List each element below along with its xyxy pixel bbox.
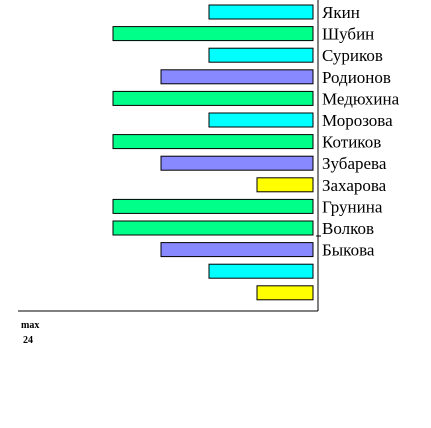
category-label-4: Медюхина — [322, 89, 400, 108]
bar-6 — [112, 134, 314, 150]
category-label-1: Шубин — [322, 25, 374, 44]
max-value: 24 — [23, 335, 33, 346]
bar-7 — [160, 155, 314, 171]
category-label-0: Якин — [322, 3, 360, 22]
bar-13 — [256, 285, 314, 301]
bar-8 — [256, 177, 314, 193]
bar-12 — [208, 263, 314, 279]
category-label-9: Грунина — [322, 197, 383, 216]
max-label: max — [21, 320, 40, 331]
bar-1 — [112, 26, 314, 42]
bar-3 — [160, 69, 314, 85]
category-label-10: Волков — [322, 219, 374, 238]
category-label-11: Быкова — [322, 241, 375, 260]
bars-group — [112, 4, 314, 301]
category-label-3: Родионов — [322, 68, 391, 87]
bar-10 — [112, 220, 314, 236]
category-label-5: Морозова — [322, 111, 393, 130]
bar-11 — [160, 242, 314, 258]
category-label-8: Захарова — [322, 176, 387, 195]
category-label-2: Суриков — [322, 46, 383, 65]
bar-5 — [208, 112, 314, 128]
category-label-6: Котиков — [322, 133, 381, 152]
bar-0 — [208, 4, 314, 20]
category-label-7: Зубарева — [322, 154, 387, 173]
bar-2 — [208, 47, 314, 63]
bar-9 — [112, 198, 314, 214]
category-labels: Якин Шубин Суриков Родионов Медюхина Морозова… — [322, 3, 400, 260]
bar-4 — [112, 90, 314, 106]
